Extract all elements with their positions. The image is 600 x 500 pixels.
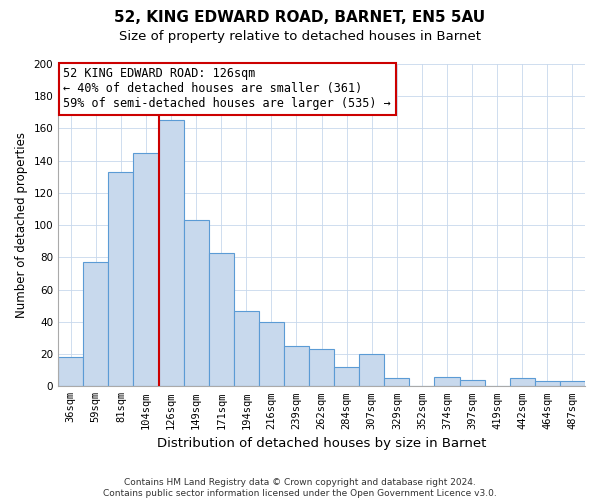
Text: 52 KING EDWARD ROAD: 126sqm
← 40% of detached houses are smaller (361)
59% of se: 52 KING EDWARD ROAD: 126sqm ← 40% of det…: [64, 67, 391, 110]
Bar: [284, 346, 309, 387]
Bar: [510, 378, 535, 386]
Text: Contains HM Land Registry data © Crown copyright and database right 2024.
Contai: Contains HM Land Registry data © Crown c…: [103, 478, 497, 498]
Bar: [133, 152, 158, 386]
Bar: [58, 358, 83, 386]
Bar: [109, 172, 133, 386]
Y-axis label: Number of detached properties: Number of detached properties: [15, 132, 28, 318]
Bar: [359, 354, 385, 386]
Text: 52, KING EDWARD ROAD, BARNET, EN5 5AU: 52, KING EDWARD ROAD, BARNET, EN5 5AU: [115, 10, 485, 25]
Bar: [158, 120, 184, 386]
Bar: [209, 252, 234, 386]
Bar: [259, 322, 284, 386]
Bar: [83, 262, 109, 386]
Bar: [184, 220, 209, 386]
Bar: [434, 376, 460, 386]
X-axis label: Distribution of detached houses by size in Barnet: Distribution of detached houses by size …: [157, 437, 486, 450]
Bar: [234, 310, 259, 386]
Bar: [460, 380, 485, 386]
Bar: [334, 367, 359, 386]
Bar: [560, 382, 585, 386]
Bar: [309, 349, 334, 387]
Bar: [385, 378, 409, 386]
Bar: [535, 382, 560, 386]
Text: Size of property relative to detached houses in Barnet: Size of property relative to detached ho…: [119, 30, 481, 43]
